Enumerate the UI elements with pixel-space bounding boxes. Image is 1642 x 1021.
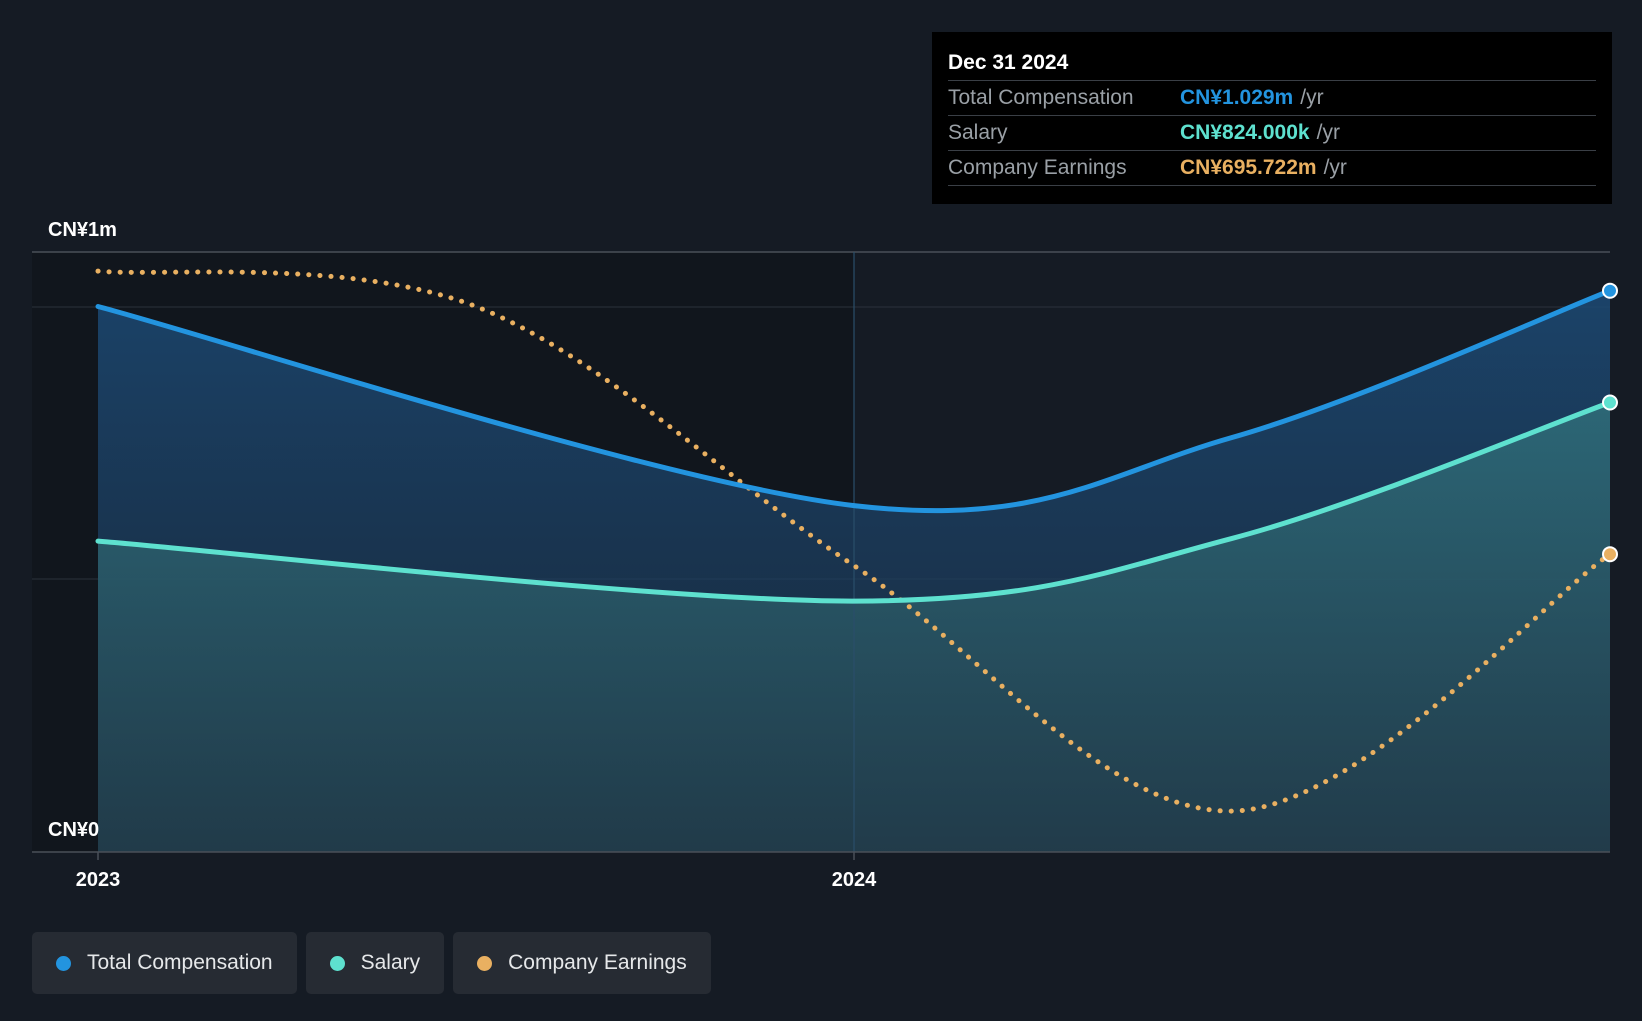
legend-label: Salary xyxy=(360,951,421,974)
legend-dot-icon xyxy=(56,955,71,971)
data-tooltip: Dec 31 2024 Total Compensation CN¥1.029m… xyxy=(932,32,1612,204)
company-earnings-endpoint-marker[interactable] xyxy=(1602,546,1618,563)
y-tick-label-zero: CN¥0 xyxy=(48,819,99,841)
legend-item-company-earnings[interactable]: Company Earnings xyxy=(453,932,711,994)
salary-endpoint-marker[interactable] xyxy=(1602,394,1618,411)
tooltip-unit: /yr xyxy=(1300,86,1324,109)
total-compensation-endpoint-marker[interactable] xyxy=(1602,282,1618,299)
tooltip-value: CN¥1.029m xyxy=(1180,86,1294,109)
tooltip-row-salary: Salary CN¥824.000k /yr xyxy=(948,116,1596,151)
tooltip-value: CN¥695.722m xyxy=(1180,156,1317,179)
y-tick-label-max: CN¥1m xyxy=(48,219,117,241)
tooltip-value: CN¥824.000k xyxy=(1180,121,1310,144)
legend-item-total-compensation[interactable]: Total Compensation xyxy=(32,932,297,994)
tooltip-row-total-compensation: Total Compensation CN¥1.029m /yr xyxy=(948,81,1596,116)
legend-label: Total Compensation xyxy=(87,951,273,974)
tooltip-label: Salary xyxy=(948,121,1008,144)
chart-legend: Total Compensation Salary Company Earnin… xyxy=(32,932,711,994)
x-tick-label-2024: 2024 xyxy=(832,869,877,891)
legend-dot-icon xyxy=(329,955,345,971)
tooltip-unit: /yr xyxy=(1323,156,1347,179)
tooltip-label: Company Earnings xyxy=(948,156,1127,179)
x-tick-label-2023: 2023 xyxy=(76,869,121,891)
tooltip-label: Total Compensation xyxy=(948,86,1134,109)
tooltip-row-company-earnings: Company Earnings CN¥695.722m /yr xyxy=(948,151,1596,186)
legend-item-salary[interactable]: Salary xyxy=(305,932,445,994)
company-earnings-line xyxy=(95,268,1613,814)
tooltip-date: Dec 31 2024 xyxy=(948,46,1596,81)
tooltip-unit: /yr xyxy=(1316,121,1340,144)
total-compensation-line xyxy=(95,288,1613,514)
legend-label: Company Earnings xyxy=(508,951,687,974)
legend-dot-icon xyxy=(477,955,493,971)
salary-line xyxy=(95,400,1613,604)
